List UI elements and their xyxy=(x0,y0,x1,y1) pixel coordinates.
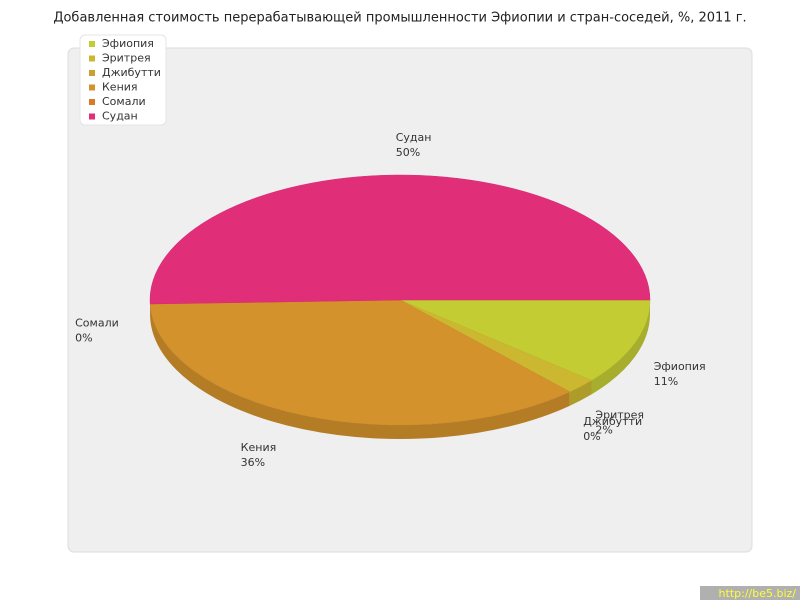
legend-swatch xyxy=(89,113,95,120)
pie-tops xyxy=(149,174,651,426)
slice-label-name: Джибутти xyxy=(583,415,642,428)
slice-side xyxy=(569,380,592,406)
slice-label-name: Кения xyxy=(241,441,277,454)
slice-label-value: 2% xyxy=(595,424,612,437)
slice xyxy=(399,299,651,381)
legend-label: Сомали xyxy=(102,95,146,108)
slice-side xyxy=(150,303,570,440)
legend-label: Эфиопия xyxy=(102,37,154,50)
slice-label-value: 11% xyxy=(654,375,678,388)
slice-label-name: Эфиопия xyxy=(654,360,706,373)
slice xyxy=(149,174,651,305)
legend-box xyxy=(79,34,167,126)
legend-swatch xyxy=(89,99,95,105)
slice-label-value: 36% xyxy=(241,456,265,469)
legend-swatch xyxy=(89,55,95,62)
legend-label: Эритрея xyxy=(102,52,151,65)
watermark-bg xyxy=(700,586,800,600)
legend-swatch xyxy=(89,41,95,47)
slice-label-value: 50% xyxy=(396,146,420,159)
legend-label: Кения xyxy=(102,81,138,94)
legend-swatch xyxy=(89,84,95,91)
legend-label: Джибутти xyxy=(102,66,161,79)
watermark: http://be5.biz/ xyxy=(719,587,797,600)
slice xyxy=(149,299,571,426)
slice-label-value: 0% xyxy=(583,430,600,443)
chart-title: Добавленная стоимость перерабатывающей п… xyxy=(53,11,746,26)
slice-labels: Эфиопия 11% Эритрея 2%Джибутти 0% Кения 36% Сом… xyxy=(75,131,706,469)
slice-label-name: Судан xyxy=(396,131,432,144)
slice-label-name: Эритрея xyxy=(595,409,644,422)
legend-swatch xyxy=(89,70,95,76)
legend-label: Судан xyxy=(102,110,138,123)
slice-label-value: 0% xyxy=(75,331,92,344)
slice-label-name: Сомали xyxy=(75,316,119,329)
